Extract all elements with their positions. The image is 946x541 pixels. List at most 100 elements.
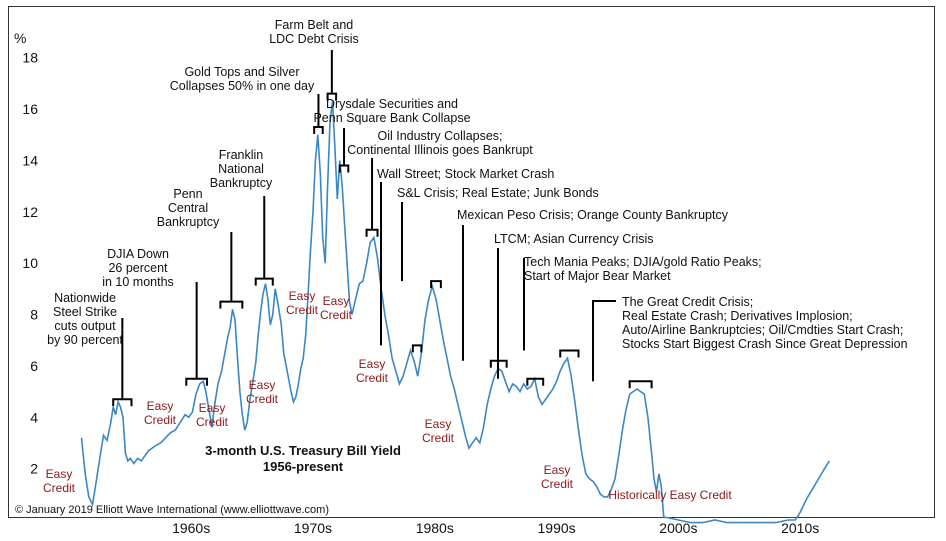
y-tick-label: 18: [22, 50, 38, 66]
annotation: Mexican Peso Crisis; Orange County Bankr…: [457, 208, 729, 368]
easy-credit-label: Credit: [246, 392, 279, 406]
easy-credit-label: Credit: [356, 371, 389, 385]
chart-subtitle: 1956-present: [263, 459, 344, 474]
annotation-bracket: [338, 164, 350, 173]
annotation-text: by 90 percent: [47, 333, 123, 347]
y-tick-label: 8: [30, 307, 38, 323]
y-tick-label: 6: [30, 358, 38, 374]
annotation-text: DJIA Down: [107, 247, 169, 261]
chart-title: 3-month U.S. Treasury Bill Yield: [205, 443, 401, 458]
y-tick-label: 10: [22, 255, 38, 271]
easy-credit-label: Historically Easy Credit: [608, 488, 732, 502]
easy-credit-label: Credit: [541, 477, 574, 491]
annotation-bracket: [254, 277, 274, 286]
annotation-text: Gold Tops and Silver: [184, 65, 299, 79]
annotation-text: Farm Belt and: [275, 18, 354, 32]
annotation-text: Drysdale Securities and: [326, 97, 458, 111]
annotation-text: National: [218, 162, 264, 176]
annotation: Tech Mania Peaks; DJIA/gold Ratio Peaks;…: [523, 255, 762, 358]
annotation-text: cuts output: [54, 319, 116, 333]
easy-credit-label: Credit: [144, 413, 177, 427]
annotation-text: Bankruptcy: [210, 176, 273, 190]
annotation-text: in 10 months: [102, 275, 174, 289]
annotation-text: Collapses 50% in one day: [170, 79, 315, 93]
easy-credit-label: Credit: [286, 303, 319, 317]
annotation: The Great Credit Crisis;Real Estate Cras…: [592, 295, 908, 389]
annotation-text: Penn Square Bank Collapse: [313, 111, 470, 125]
y-tick-label: 16: [22, 101, 38, 117]
y-tick-label: 4: [30, 409, 38, 425]
annotation-bracket: [219, 300, 244, 309]
x-axis: 1960s 1970s 1980s 1990s 2000s 2010s: [172, 520, 819, 536]
annotation-text: Bankruptcy: [157, 215, 220, 229]
annotation-bracket: [526, 377, 545, 386]
annotation-text: Central: [168, 201, 208, 215]
x-tick-label: 1970s: [294, 520, 332, 536]
annotation-bracket: [313, 126, 324, 135]
annotation-text: Tech Mania Peaks; DJIA/gold Ratio Peaks;: [524, 255, 762, 269]
series-line: [80, 101, 831, 524]
annotation: LTCM; Asian Currency Crisis: [494, 232, 654, 386]
annotation-bracket: [411, 344, 423, 353]
x-tick-label: 2000s: [659, 520, 697, 536]
annotation-bracket: [559, 349, 580, 358]
x-tick-label: 1980s: [416, 520, 454, 536]
annotation: Oil Industry Collapses;Continental Illin…: [347, 129, 533, 237]
easy-credit-label: Credit: [196, 415, 229, 429]
annotation-bracket: [185, 377, 209, 386]
easy-credit-label: Credit: [320, 308, 353, 322]
annotation-stem: [592, 300, 616, 382]
annotation-text: Nationwide: [54, 291, 116, 305]
annotation-text: The Great Credit Crisis;: [622, 295, 753, 309]
annotation-bracket: [430, 280, 442, 289]
annotation-text: Oil Industry Collapses;: [377, 129, 502, 143]
easy-credit-label: Easy: [359, 357, 386, 371]
easy-credit-label: Easy: [289, 289, 316, 303]
y-tick-label: 2: [30, 461, 38, 477]
annotation-text: Continental Illinois goes Bankrupt: [347, 143, 533, 157]
credit-labels: EasyCreditEasyCreditEasyCreditEasyCredit…: [43, 289, 732, 502]
annotation-bracket: [628, 380, 653, 389]
x-tick-label: 1990s: [538, 520, 576, 536]
annotation-bracket: [365, 228, 379, 237]
annotation-text: Stocks Start Biggest Crash Since Great D…: [622, 337, 908, 351]
annotation-text: Penn: [173, 187, 202, 201]
easy-credit-label: Easy: [46, 467, 73, 481]
chart-frame: [8, 6, 935, 518]
y-axis-unit: %: [14, 30, 26, 46]
x-tick-label: 2010s: [781, 520, 819, 536]
annotation-text: Franklin: [219, 148, 264, 162]
copyright-notice: © January 2019 Elliott Wave Internationa…: [15, 504, 329, 516]
annotation: Wall Street; Stock Market Crash: [377, 167, 554, 353]
x-tick-label: 1960s: [172, 520, 210, 536]
annotation-text: Steel Strike: [53, 305, 117, 319]
easy-credit-label: Easy: [199, 401, 226, 415]
easy-credit-label: Credit: [422, 431, 455, 445]
easy-credit-label: Easy: [544, 463, 571, 477]
annotation-text: Wall Street; Stock Market Crash: [377, 167, 554, 181]
easy-credit-label: Credit: [43, 481, 76, 495]
annotation-text: Real Estate Crash; Derivatives Implosion…: [622, 309, 853, 323]
annotation-text: 26 percent: [108, 261, 168, 275]
annotation-text: Auto/Airline Bankruptcies; Oil/Cmdties S…: [622, 323, 903, 337]
easy-credit-label: Easy: [323, 294, 350, 308]
annotation-text: LDC Debt Crisis: [269, 32, 359, 46]
annotation-text: S&L Crisis; Real Estate; Junk Bonds: [397, 186, 599, 200]
easy-credit-label: Easy: [425, 417, 452, 431]
annotation-text: Start of Major Bear Market: [524, 269, 671, 283]
y-axis: 2 4 6 8 10 12 14 16 18: [22, 50, 38, 477]
y-tick-label: 14: [22, 152, 38, 168]
easy-credit-label: Easy: [249, 378, 276, 392]
y-tick-label: 12: [22, 204, 38, 220]
easy-credit-label: Easy: [147, 399, 174, 413]
annotation-text: Mexican Peso Crisis; Orange County Bankr…: [457, 208, 729, 222]
annotation-text: LTCM; Asian Currency Crisis: [494, 232, 654, 246]
